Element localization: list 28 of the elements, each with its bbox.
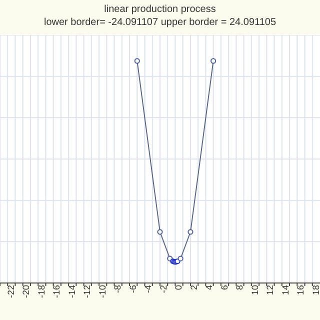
point (157, 229, 163, 235)
point (188, 229, 194, 235)
point (210, 58, 216, 64)
x-tick-label: 0 (174, 285, 184, 290)
chart-title: linear production process (103, 3, 217, 16)
x-tick-label: -12 (82, 285, 92, 298)
x-tick-label: 8 (234, 285, 245, 290)
x-tick-label: -22 (6, 285, 16, 298)
x-tick-label: 18 (310, 285, 320, 296)
x-tick-label: -20 (21, 285, 32, 298)
point (178, 256, 184, 262)
x-tick-label: -8 (112, 285, 123, 294)
point (134, 58, 140, 64)
x-tick-label: -6 (128, 285, 138, 294)
x-tick-label: -4 (143, 285, 154, 294)
x-tick-label: -10 (97, 285, 108, 298)
x-tick-label: 4 (204, 285, 214, 290)
x-tick-label: 2 (188, 285, 199, 290)
x-tick-label: -14 (66, 285, 77, 298)
chart-subtitle: lower border= -24.091107 upper border = 24.091105 (42, 16, 278, 29)
x-tick-label: -2 (158, 285, 168, 294)
x-tick-label: -18 (36, 285, 46, 298)
x-tick-label: -16 (52, 285, 62, 298)
x-tick-label: 16 (296, 285, 306, 296)
x-tick-label: 12 (265, 285, 276, 296)
x-tick-label: 10 (250, 285, 260, 296)
x-tick-label: 6 (219, 285, 230, 290)
x-tick-label: 14 (280, 285, 290, 296)
